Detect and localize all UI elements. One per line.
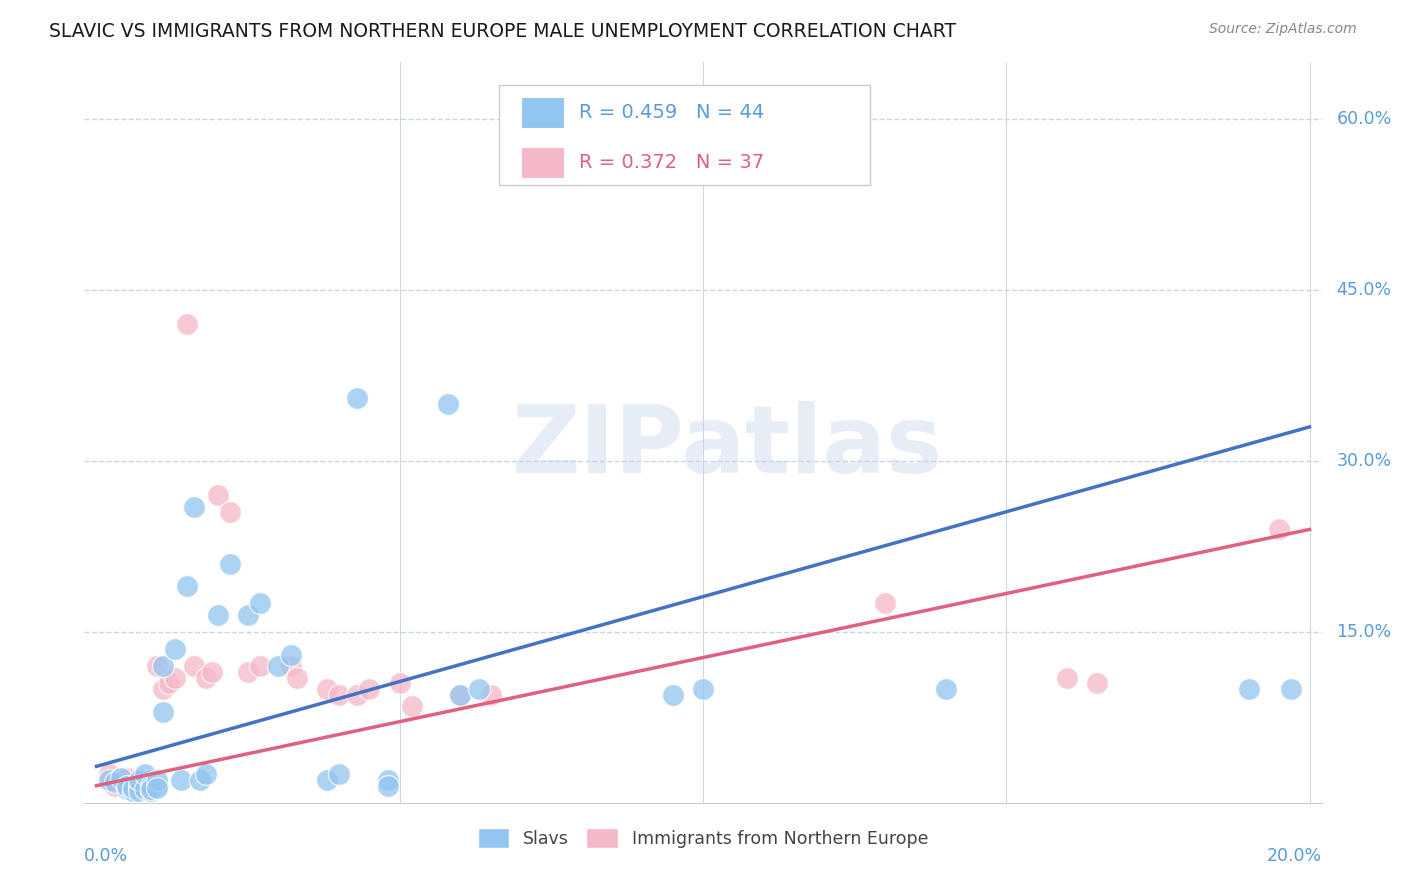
Point xyxy=(165,671,187,685)
Point xyxy=(146,779,169,793)
Point xyxy=(134,767,156,781)
Point xyxy=(122,780,145,795)
Point xyxy=(316,681,339,696)
Point xyxy=(122,779,145,793)
Point xyxy=(134,782,156,797)
Point xyxy=(207,488,229,502)
Point xyxy=(359,681,381,696)
Point xyxy=(165,642,187,657)
Point xyxy=(873,597,896,611)
Text: 0.0%: 0.0% xyxy=(84,847,128,865)
Point xyxy=(128,779,150,793)
Point xyxy=(128,782,150,797)
Text: ZIPatlas: ZIPatlas xyxy=(512,401,943,493)
Point xyxy=(183,659,205,673)
Point xyxy=(176,579,198,593)
Text: 60.0%: 60.0% xyxy=(1337,111,1392,128)
Text: 15.0%: 15.0% xyxy=(1337,623,1392,641)
Point xyxy=(139,772,162,787)
Point xyxy=(139,784,162,798)
Point xyxy=(1268,523,1291,537)
Point xyxy=(152,705,174,719)
Point xyxy=(1279,681,1302,696)
Point xyxy=(219,505,242,519)
Point xyxy=(267,659,290,673)
Point xyxy=(176,318,198,332)
Point xyxy=(249,659,271,673)
Point xyxy=(115,782,138,797)
Point xyxy=(249,597,271,611)
Point xyxy=(97,767,120,781)
Point xyxy=(110,775,132,789)
Point xyxy=(170,772,193,787)
Point xyxy=(280,659,302,673)
Point xyxy=(134,779,156,793)
Point xyxy=(219,557,242,571)
Point xyxy=(115,779,138,793)
Point xyxy=(207,607,229,622)
Point xyxy=(152,659,174,673)
Point xyxy=(346,392,368,406)
Text: R = 0.372   N = 37: R = 0.372 N = 37 xyxy=(579,153,765,172)
Point xyxy=(377,772,399,787)
Point xyxy=(285,671,308,685)
Point xyxy=(388,676,411,690)
Text: 20.0%: 20.0% xyxy=(1267,847,1322,865)
Point xyxy=(139,779,162,793)
FancyBboxPatch shape xyxy=(522,97,564,128)
Point xyxy=(139,782,162,797)
Point xyxy=(449,688,471,702)
Point xyxy=(110,771,132,785)
Text: SLAVIC VS IMMIGRANTS FROM NORTHERN EUROPE MALE UNEMPLOYMENT CORRELATION CHART: SLAVIC VS IMMIGRANTS FROM NORTHERN EUROP… xyxy=(49,22,956,41)
Point xyxy=(346,688,368,702)
Point xyxy=(935,681,957,696)
Point xyxy=(201,665,224,679)
Point xyxy=(316,772,339,787)
Text: 45.0%: 45.0% xyxy=(1337,281,1392,299)
Point xyxy=(437,397,460,411)
Point xyxy=(104,779,127,793)
Point xyxy=(97,772,120,787)
Point xyxy=(328,767,350,781)
Point xyxy=(157,676,180,690)
Point xyxy=(152,681,174,696)
Point xyxy=(115,771,138,785)
Point xyxy=(104,775,127,789)
Point xyxy=(183,500,205,514)
Point xyxy=(479,688,502,702)
Point xyxy=(236,607,259,622)
Point xyxy=(328,688,350,702)
Point xyxy=(139,782,162,797)
Point xyxy=(236,665,259,679)
Legend: Slavs, Immigrants from Northern Europe: Slavs, Immigrants from Northern Europe xyxy=(470,820,936,857)
Text: R = 0.459   N = 44: R = 0.459 N = 44 xyxy=(579,103,765,122)
Point xyxy=(194,671,217,685)
FancyBboxPatch shape xyxy=(499,85,870,185)
Point xyxy=(401,698,423,713)
Point xyxy=(146,772,169,787)
Point xyxy=(128,775,150,789)
Point xyxy=(377,779,399,793)
Text: 30.0%: 30.0% xyxy=(1337,452,1392,470)
Point xyxy=(1237,681,1260,696)
Point xyxy=(449,688,471,702)
Point xyxy=(692,681,714,696)
Point xyxy=(661,688,683,702)
Point xyxy=(1085,676,1108,690)
Point xyxy=(467,681,489,696)
Point xyxy=(122,784,145,798)
Point xyxy=(188,772,211,787)
Point xyxy=(280,648,302,662)
Point xyxy=(194,767,217,781)
Point xyxy=(1056,671,1078,685)
Point xyxy=(128,772,150,787)
FancyBboxPatch shape xyxy=(522,147,564,178)
Point xyxy=(146,780,169,795)
Text: Source: ZipAtlas.com: Source: ZipAtlas.com xyxy=(1209,22,1357,37)
Point xyxy=(128,784,150,798)
Point xyxy=(146,659,169,673)
